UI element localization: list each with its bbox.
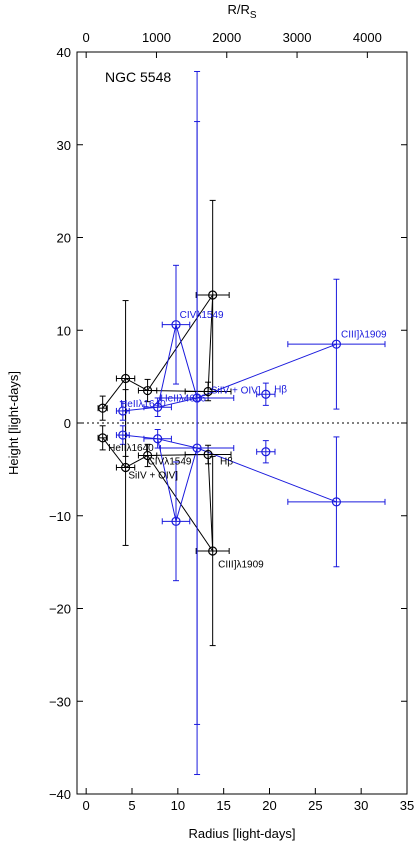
- y-tick-label: −30: [49, 694, 71, 709]
- line-label: CIII]λ1909: [218, 560, 264, 571]
- series-0-connector: [102, 437, 214, 553]
- line-label: Hβ: [274, 384, 287, 395]
- series-1-connector: [196, 447, 337, 503]
- series-1-connector: [196, 343, 337, 399]
- series-0-connector: [102, 293, 214, 409]
- series-1-error-bar: [287, 278, 386, 410]
- line-label: CIII]λ1909: [341, 330, 387, 341]
- line-label: HeIIλ4686: [160, 394, 206, 405]
- series-1-error-bar: [143, 397, 172, 418]
- series-0-point: [203, 449, 213, 460]
- series-0-error-bar: [137, 378, 158, 403]
- series-1-point: [118, 406, 128, 416]
- line-label: SiIV + OIV]: [211, 385, 261, 396]
- top-axis-label-main: R/R: [227, 2, 249, 17]
- series-1-error-bar: [115, 425, 130, 445]
- series-0-point: [208, 546, 218, 556]
- series-1-point: [171, 516, 181, 526]
- y-tick-label: 10: [57, 323, 71, 338]
- line-label: SiIV + OIV]: [128, 471, 178, 482]
- series-0-point: [98, 433, 108, 443]
- series-1-error-bar: [287, 436, 386, 568]
- series-1-error-bar: [161, 461, 191, 582]
- x-tick-label: 25: [308, 798, 322, 813]
- series-0-error-bar: [115, 389, 136, 546]
- series-1-point: [331, 339, 342, 349]
- series-1-point: [192, 443, 202, 453]
- series-1-error-bar: [256, 440, 276, 464]
- series-1-point: [171, 320, 181, 330]
- top-axis-label: R/RS: [227, 2, 256, 21]
- top-tick-label: 0: [83, 30, 90, 45]
- series-0-error-bar: [195, 199, 230, 391]
- y-tick-label: 20: [57, 231, 71, 246]
- series-0-point: [203, 386, 213, 397]
- series-1-point: [192, 393, 202, 403]
- y-tick-label: 0: [64, 416, 71, 431]
- series-0-point: [142, 450, 153, 461]
- series-1-point: [261, 389, 271, 399]
- series-0-point: [142, 385, 153, 396]
- x-tick-label: 30: [354, 798, 368, 813]
- series-0-error-bar: [97, 425, 108, 451]
- y-tick-label: −10: [49, 509, 71, 524]
- series-1-error-bar: [159, 121, 235, 776]
- series-1-point: [331, 497, 342, 507]
- line-label: Hβ: [220, 457, 233, 468]
- line-label: HeIIλ1640: [120, 399, 166, 410]
- series-0-point: [120, 373, 131, 384]
- series-1-point: [153, 434, 163, 444]
- y-tick-label: 30: [57, 138, 71, 153]
- x-tick-label: 15: [216, 798, 230, 813]
- x-tick-label: 5: [128, 798, 135, 813]
- top-tick-label: 4000: [353, 30, 382, 45]
- series-0-point: [120, 462, 131, 473]
- series-0-point: [98, 403, 108, 413]
- y-tick-label: 40: [57, 45, 71, 60]
- series-0-point: [208, 290, 218, 300]
- series-0-error-bar: [97, 395, 108, 421]
- annotation-object-name: NGC 5548: [105, 69, 171, 85]
- series-0-error-bar: [184, 444, 232, 465]
- series-0-error-bar: [137, 443, 158, 468]
- top-tick-label: 3000: [283, 30, 312, 45]
- line-label: CIVλ1549: [180, 310, 224, 321]
- x-tick-label: 0: [83, 798, 90, 813]
- top-tick-label: 1000: [142, 30, 171, 45]
- series-1-error-bar: [161, 264, 191, 385]
- top-tick-label: 2000: [212, 30, 241, 45]
- series-1-error-bar: [143, 428, 172, 449]
- line-label: HeIIλ1640: [108, 443, 154, 454]
- y-tick-label: −40: [49, 787, 71, 802]
- x-tick-label: 20: [262, 798, 276, 813]
- x-tick-label: 10: [171, 798, 185, 813]
- y-axis-label: Height [light-days]: [6, 371, 21, 475]
- line-label: CIVλ1549: [148, 457, 192, 468]
- x-axis-label: Radius [light-days]: [189, 826, 296, 841]
- y-tick-label: −20: [49, 602, 71, 617]
- series-1-point: [118, 430, 128, 440]
- top-axis-label-sub: S: [250, 10, 257, 21]
- series-1-error-bar: [256, 382, 276, 406]
- series-1-point: [261, 447, 271, 457]
- x-tick-label: 35: [400, 798, 414, 813]
- series-1-point: [153, 402, 163, 412]
- series-0-error-bar: [195, 455, 230, 647]
